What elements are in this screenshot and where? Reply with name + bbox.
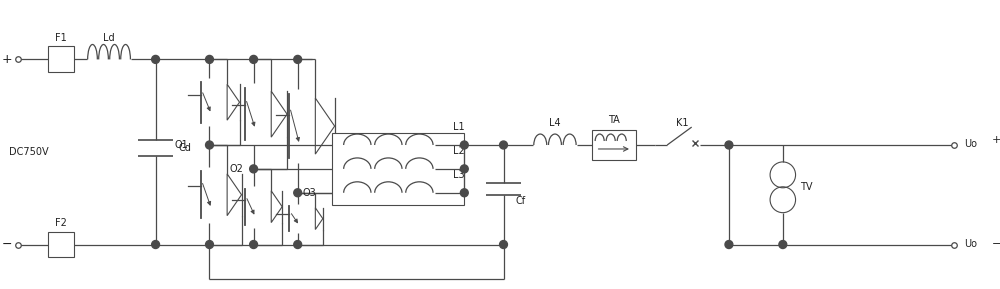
Bar — [48, 231, 74, 257]
Text: −: − — [1, 238, 12, 251]
Text: K1: K1 — [676, 118, 689, 128]
Circle shape — [152, 240, 160, 249]
Text: O2: O2 — [230, 164, 244, 174]
Circle shape — [725, 141, 733, 149]
Circle shape — [460, 189, 468, 197]
Circle shape — [206, 141, 213, 149]
Text: Ld: Ld — [103, 33, 115, 42]
Text: +: + — [1, 53, 12, 66]
Text: Uo: Uo — [964, 238, 977, 249]
Text: L1: L1 — [453, 122, 464, 132]
Circle shape — [250, 55, 258, 63]
Text: DC750V: DC750V — [9, 147, 48, 157]
Bar — [592, 130, 636, 160]
Text: F2: F2 — [55, 218, 67, 228]
Circle shape — [460, 141, 468, 149]
Circle shape — [779, 240, 787, 249]
Circle shape — [725, 240, 733, 249]
Text: L4: L4 — [549, 118, 561, 128]
Text: L2: L2 — [453, 146, 464, 156]
Circle shape — [500, 141, 507, 149]
Circle shape — [206, 55, 213, 63]
Circle shape — [250, 165, 258, 173]
Text: +: + — [992, 135, 1000, 145]
Text: Cf: Cf — [515, 196, 525, 206]
Circle shape — [294, 240, 302, 249]
Circle shape — [206, 240, 213, 249]
Text: −: − — [992, 238, 1000, 249]
Text: Uo: Uo — [964, 139, 977, 149]
Circle shape — [500, 240, 507, 249]
Text: Cd: Cd — [178, 143, 191, 153]
Circle shape — [250, 240, 258, 249]
Bar — [48, 47, 74, 72]
Circle shape — [152, 55, 160, 63]
Text: TA: TA — [608, 115, 620, 125]
Bar — [332, 133, 464, 205]
Text: O3: O3 — [303, 188, 316, 198]
Text: F1: F1 — [55, 33, 67, 42]
Circle shape — [294, 55, 302, 63]
Text: L3: L3 — [453, 170, 464, 180]
Circle shape — [294, 189, 302, 197]
Circle shape — [460, 165, 468, 173]
Text: TV: TV — [800, 182, 813, 192]
Text: O1: O1 — [174, 140, 188, 150]
